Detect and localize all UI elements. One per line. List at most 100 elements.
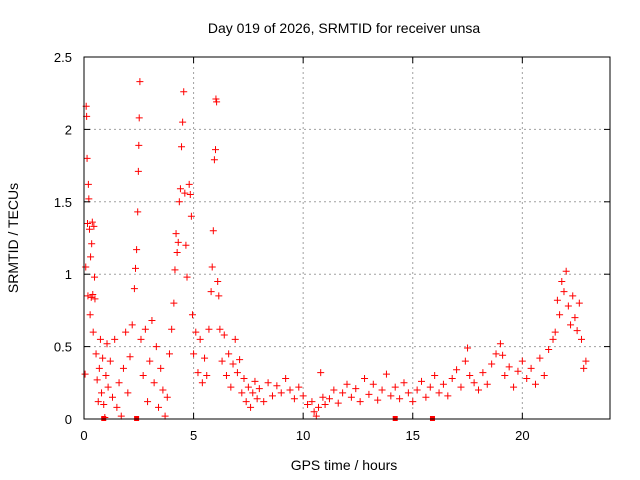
data-point: [92, 350, 100, 358]
data-point: [87, 253, 95, 261]
data-point: [396, 395, 404, 403]
data-point: [409, 398, 417, 406]
grid-lines: [84, 57, 610, 419]
data-point: [545, 345, 553, 353]
y-tick-label: 1: [65, 267, 72, 282]
data-points: [81, 78, 590, 422]
data-point: [514, 367, 522, 375]
data-point: [277, 389, 285, 397]
data-point: [104, 383, 112, 391]
data-point: [330, 386, 338, 394]
plot-frame: [83, 56, 611, 420]
data-point: [404, 389, 412, 397]
data-point: [227, 383, 235, 391]
data-point: [89, 328, 97, 336]
data-point: [575, 299, 583, 307]
data-point: [122, 328, 130, 336]
data-point: [391, 383, 399, 391]
data-point: [562, 267, 570, 275]
data-point: [240, 374, 248, 382]
data-point: [213, 98, 221, 106]
data-point: [95, 364, 103, 372]
data-point: [236, 356, 244, 364]
data-point: [139, 372, 147, 380]
data-point: [203, 372, 211, 380]
data-point: [86, 311, 94, 319]
data-point: [172, 230, 180, 238]
data-point: [356, 398, 364, 406]
data-point: [98, 389, 106, 397]
data-point: [560, 288, 568, 296]
data-point: [571, 314, 579, 322]
data-point: [470, 379, 478, 387]
x-axis-label: GPS time / hours: [291, 457, 398, 473]
data-point: [580, 364, 588, 372]
data-point: [82, 263, 90, 271]
data-point: [501, 372, 509, 380]
chart-title: Day 019 of 2026, SRMTID for receiver uns…: [208, 20, 481, 36]
data-point: [233, 369, 241, 377]
data-point: [264, 379, 272, 387]
data-point: [90, 222, 98, 230]
data-point: [133, 246, 141, 254]
data-point: [231, 335, 239, 343]
data-point: [136, 78, 144, 86]
data-point: [339, 389, 347, 397]
data-point: [290, 395, 298, 403]
y-tick-label: 2: [65, 122, 72, 137]
data-point: [325, 395, 333, 403]
data-point: [334, 399, 342, 407]
data-point: [87, 293, 95, 301]
data-point: [215, 292, 223, 300]
data-point: [106, 357, 114, 365]
data-point: [268, 392, 276, 400]
data-point: [170, 299, 178, 307]
data-point: [81, 370, 89, 378]
data-point: [558, 277, 566, 285]
data-point: [527, 364, 535, 372]
x-axis: 0 5 10 15 20: [80, 57, 530, 443]
data-point: [135, 114, 143, 122]
data-point: [190, 350, 198, 358]
data-point: [117, 412, 125, 420]
data-point: [461, 357, 469, 365]
data-point: [282, 374, 290, 382]
data-point: [518, 357, 526, 365]
data-point: [218, 357, 226, 365]
data-point: [111, 335, 119, 343]
data-point: [505, 363, 513, 371]
data-point: [242, 398, 250, 406]
data-point: [108, 393, 116, 401]
data-point: [492, 350, 500, 358]
data-point: [222, 372, 230, 380]
data-point: [238, 389, 246, 397]
data-point: [361, 374, 369, 382]
data-point: [168, 325, 176, 333]
data-point: [312, 412, 320, 420]
data-point: [556, 311, 564, 319]
data-point: [186, 191, 194, 199]
data-point: [84, 220, 92, 228]
data-point: [212, 95, 220, 103]
data-point: [374, 396, 382, 404]
data-point: [229, 360, 237, 368]
x-tick-label: 20: [515, 428, 529, 443]
data-point: [187, 212, 195, 220]
data-point: [347, 393, 355, 401]
data-point: [220, 331, 228, 339]
data-point: [453, 366, 461, 374]
y-axis: 0 0.5 1 1.5 2 2.5: [54, 50, 610, 427]
data-point: [295, 383, 303, 391]
data-point: [89, 290, 97, 298]
data-point: [130, 285, 138, 293]
data-point: [212, 146, 219, 154]
data-point: [128, 321, 136, 329]
data-point: [84, 292, 92, 300]
data-point: [413, 386, 421, 394]
data-point: [304, 401, 312, 409]
data-point: [208, 263, 216, 271]
data-point: [96, 335, 104, 343]
data-point: [496, 340, 504, 348]
data-point: [499, 351, 507, 359]
data-point: [317, 369, 325, 377]
